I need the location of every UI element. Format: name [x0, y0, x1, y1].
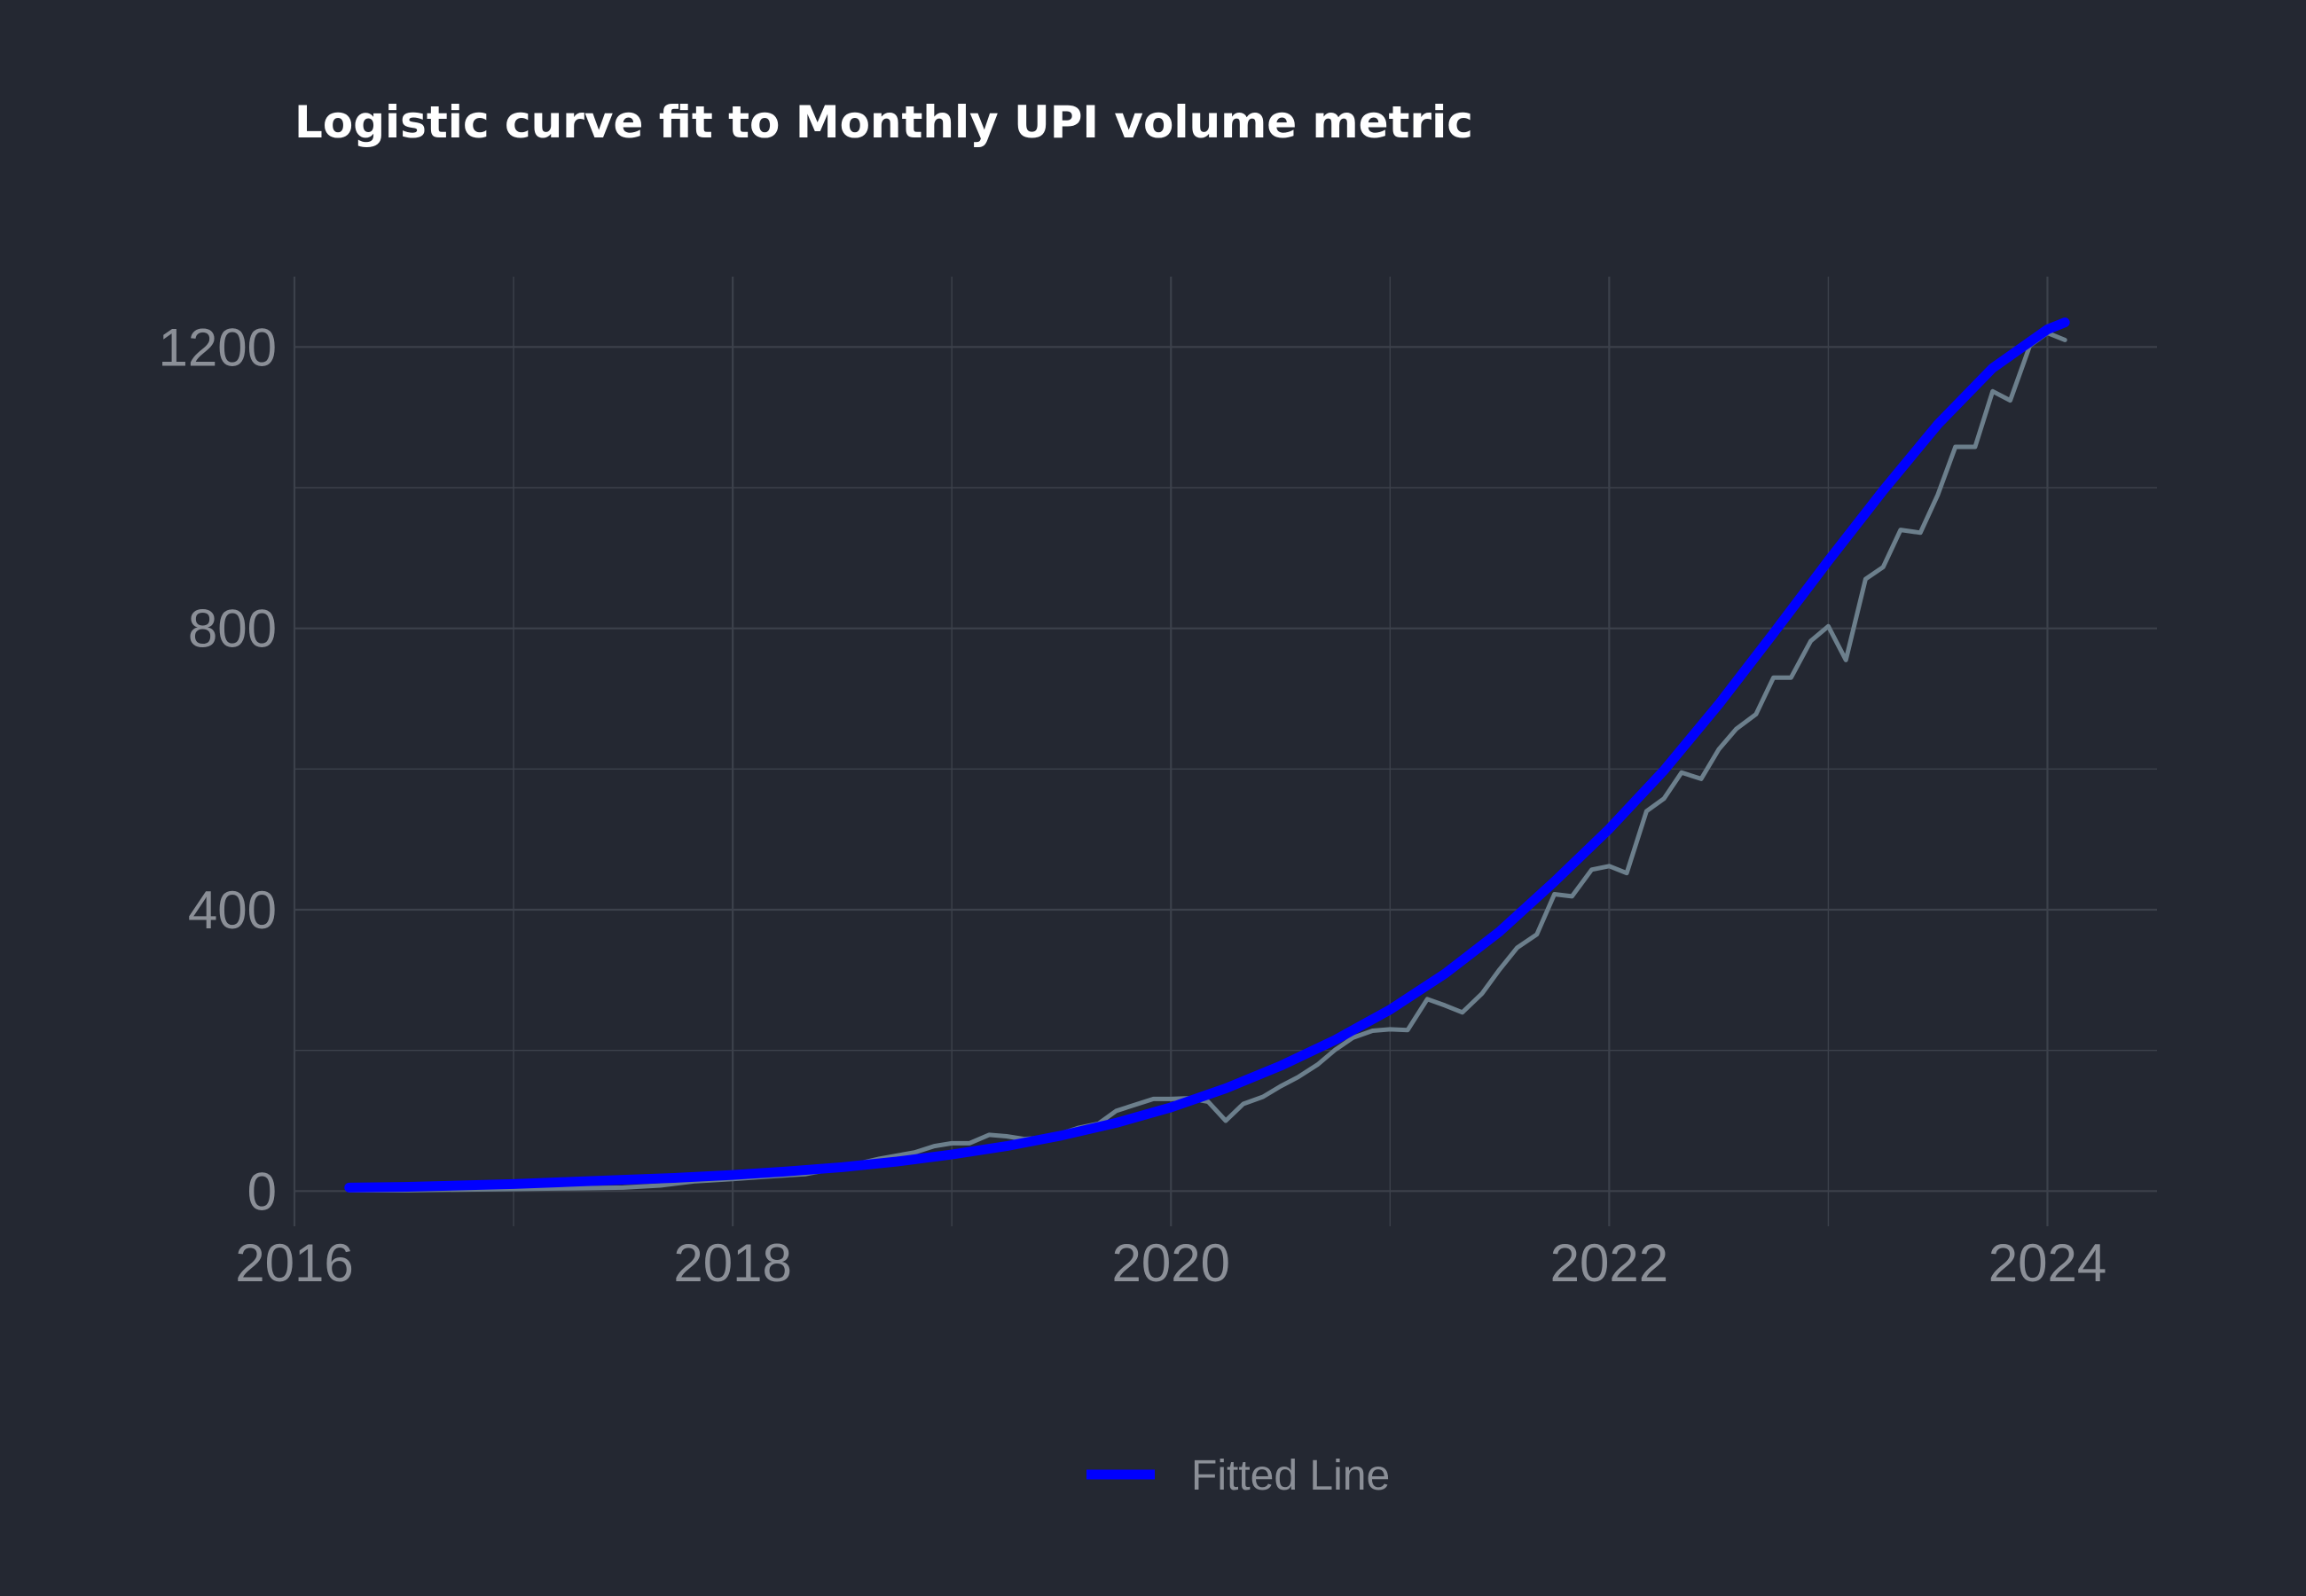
series-line-fitted — [344, 317, 2070, 1193]
y-tick-label: 400 — [188, 880, 277, 940]
series-line-actual — [347, 331, 2067, 1193]
y-tick-label: 800 — [188, 599, 277, 659]
x-tick-label: 2020 — [1111, 1233, 1229, 1293]
x-tick-label: 2022 — [1550, 1233, 1668, 1293]
grid — [293, 277, 2157, 1226]
chart-title: Logistic curve fit to Monthly UPI volume… — [294, 97, 1473, 148]
legend-label-fitted-line: Fitted Line — [1191, 1452, 1390, 1499]
y-tick-label: 1200 — [159, 317, 277, 377]
x-tick-label: 2024 — [1988, 1233, 2106, 1293]
x-tick-label: 2018 — [673, 1233, 791, 1293]
legend: Fitted Line — [1086, 1452, 1390, 1499]
x-tick-label: 2016 — [235, 1233, 353, 1293]
y-tick-label: 0 — [247, 1162, 277, 1221]
axis-tick-labels: 2016 2018 2020 2022 2024 0 400 800 1200 — [159, 317, 2107, 1293]
series-layer — [344, 317, 2070, 1193]
